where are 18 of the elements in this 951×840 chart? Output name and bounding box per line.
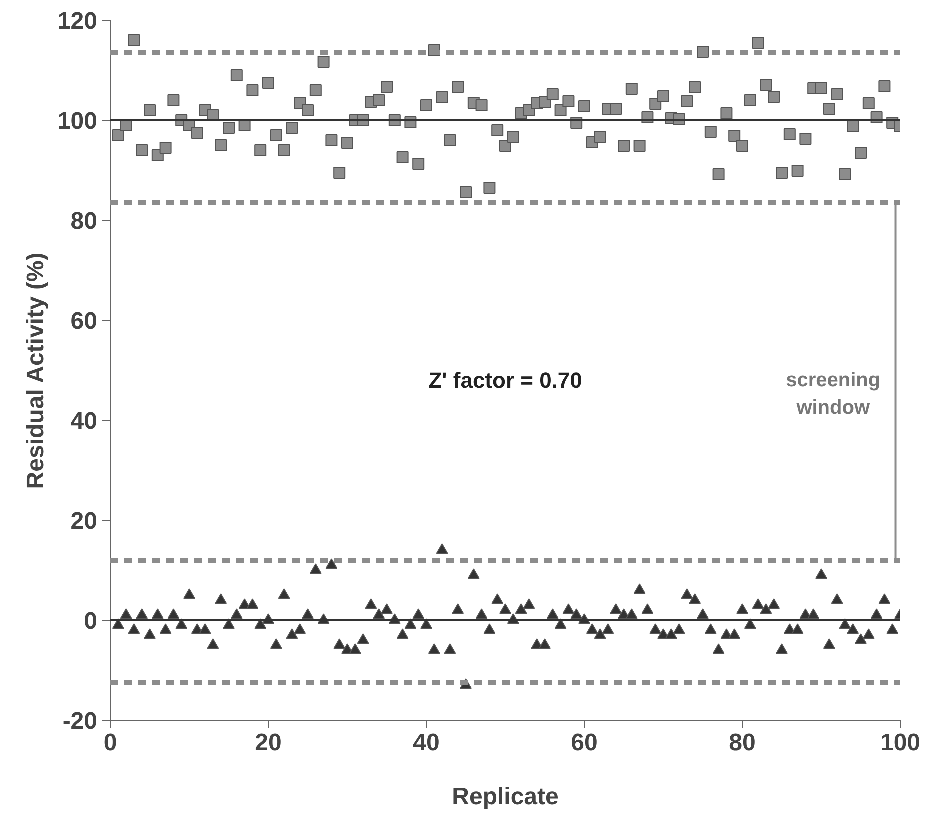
x-tick-label: 40 [413,730,440,756]
y-tick-label: 20 [70,508,98,535]
annotation: screening window [786,370,881,419]
y-tick-label: 0 [84,608,98,635]
y-tick-label: 40 [70,408,98,435]
y-tick-label: 120 [57,8,98,35]
y-axis-title: Residual Activity (%) [22,252,50,490]
y-tick-label: 60 [70,308,98,335]
y-tick-label: 80 [70,208,98,235]
x-tick-label: 60 [571,730,598,756]
annotation: Z' factor = 0.70 [428,368,582,393]
x-tick-label: 100 [880,730,921,756]
y-tick-label: -20 [62,708,98,735]
x-axis-title: Replicate [452,784,559,810]
x-tick-label: 0 [104,730,118,756]
x-tick-label: 20 [255,730,282,756]
x-tick-label: 80 [729,730,756,756]
y-tick-label: 100 [57,108,98,135]
